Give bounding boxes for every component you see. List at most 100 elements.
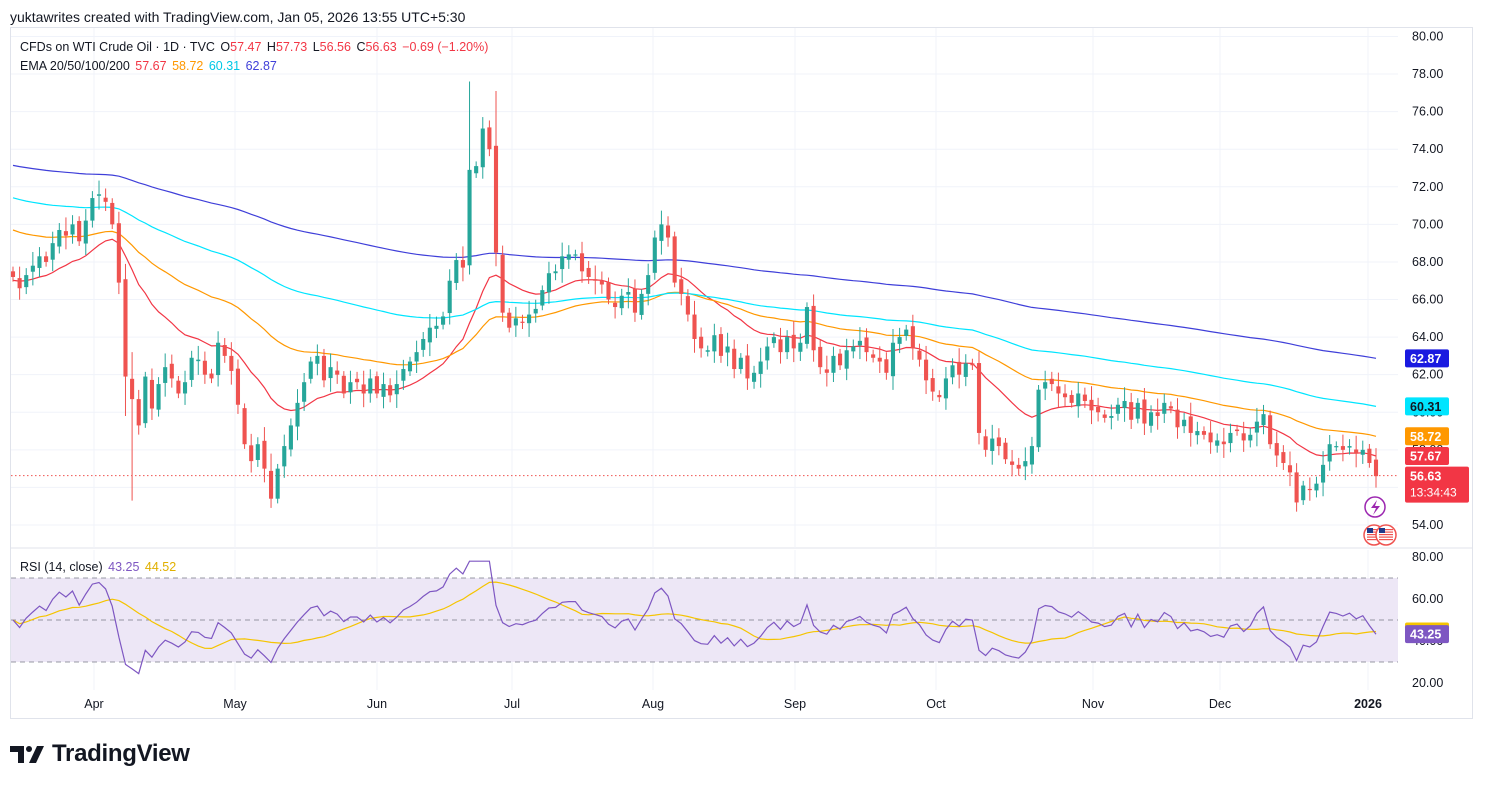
ema200-badge-bg [1405, 349, 1449, 368]
candle [877, 346, 882, 373]
candle-body [493, 145, 499, 253]
candle-body [275, 468, 280, 499]
candle-body [884, 359, 889, 373]
candle [950, 358, 955, 385]
candle-body [1373, 459, 1379, 477]
candle-body [1043, 382, 1048, 389]
candle [679, 267, 684, 306]
candle-body [652, 237, 657, 273]
candle-body [474, 166, 479, 174]
time-tick-label: Oct [926, 697, 946, 711]
candle [1062, 384, 1068, 407]
candle-body [70, 224, 75, 235]
ema20-badge-text: 57.67 [1410, 450, 1441, 464]
candle [804, 302, 810, 349]
candle [1182, 412, 1187, 434]
candle-body [421, 338, 426, 350]
candle-body [804, 307, 810, 344]
candle-body [1281, 452, 1286, 463]
candle-body [983, 436, 988, 450]
candle [765, 337, 770, 370]
candle-body [910, 326, 915, 349]
candle [235, 359, 241, 414]
candle [295, 389, 300, 441]
candle [824, 355, 829, 387]
candle-body [1241, 433, 1246, 441]
candle [593, 265, 598, 295]
candle [791, 321, 796, 363]
candle [116, 211, 121, 295]
candle [857, 327, 862, 360]
candle-body [1182, 419, 1187, 427]
candle-body [229, 355, 234, 371]
candle [725, 332, 730, 367]
candle-body [1367, 448, 1372, 463]
ema20-value: 57.67 [135, 59, 167, 73]
candle-body [1301, 485, 1306, 501]
candle-body [1029, 446, 1034, 465]
candle [639, 289, 644, 320]
candle-body [507, 312, 512, 328]
candle [249, 433, 254, 473]
candle [1327, 434, 1332, 471]
candle [136, 389, 141, 435]
candle [1029, 436, 1034, 474]
candle [632, 279, 638, 322]
open-label: O [220, 40, 231, 54]
candle [646, 263, 651, 306]
candle-body [315, 355, 320, 364]
candle-body [1321, 464, 1326, 483]
candle [44, 251, 49, 267]
symbol-legend: CFDs on WTI Crude Oil · 1D · TVC O57.47 … [20, 40, 490, 54]
candle-body [143, 376, 148, 424]
candle-body [672, 236, 677, 283]
price-tick-label: 72.00 [1412, 180, 1443, 194]
candle-body [1360, 449, 1365, 455]
candle [513, 306, 518, 337]
price-tick-label: 78.00 [1412, 67, 1443, 81]
candle-body [586, 267, 591, 277]
candle-body [282, 446, 287, 467]
candle [1235, 424, 1240, 436]
candle [659, 210, 664, 255]
candle [1347, 439, 1352, 455]
candle-body [606, 282, 611, 300]
low-label: L [312, 40, 320, 54]
candle-body [1076, 393, 1081, 407]
candle-body [679, 279, 684, 294]
candle-body [447, 280, 452, 314]
candle-body [1023, 461, 1028, 467]
ema50-badge-bg [1405, 427, 1449, 446]
candle [1254, 407, 1259, 447]
candle-body [242, 408, 247, 445]
candle [493, 90, 499, 267]
candle-body [527, 314, 532, 324]
tradingview-logo[interactable]: TradingView [10, 740, 190, 768]
candle [692, 300, 697, 353]
candle-body [665, 225, 671, 238]
ema100-badge-bg [1405, 397, 1449, 416]
candle [665, 216, 671, 247]
candle [1168, 401, 1173, 414]
candle-body [1235, 429, 1240, 432]
flag-stripe [1379, 531, 1393, 533]
price-tick-label: 62.00 [1412, 368, 1443, 382]
candle [275, 463, 280, 504]
candle [699, 327, 704, 358]
candle [1248, 427, 1253, 448]
candle [467, 81, 472, 275]
candle-body [434, 325, 439, 329]
lightning-glyph [1371, 500, 1380, 515]
price-tick-label: 76.00 [1412, 105, 1443, 119]
candle-body [1069, 394, 1074, 403]
candle-body [163, 367, 168, 383]
candle [500, 245, 505, 322]
candle-body [738, 357, 743, 370]
candle-body [930, 378, 935, 392]
candle [917, 343, 922, 367]
candle-body [745, 355, 750, 379]
candle-body [189, 357, 194, 380]
rsi-tick-label: 80.00 [1412, 550, 1443, 564]
ema20-badge: 57.67 [1405, 447, 1449, 466]
